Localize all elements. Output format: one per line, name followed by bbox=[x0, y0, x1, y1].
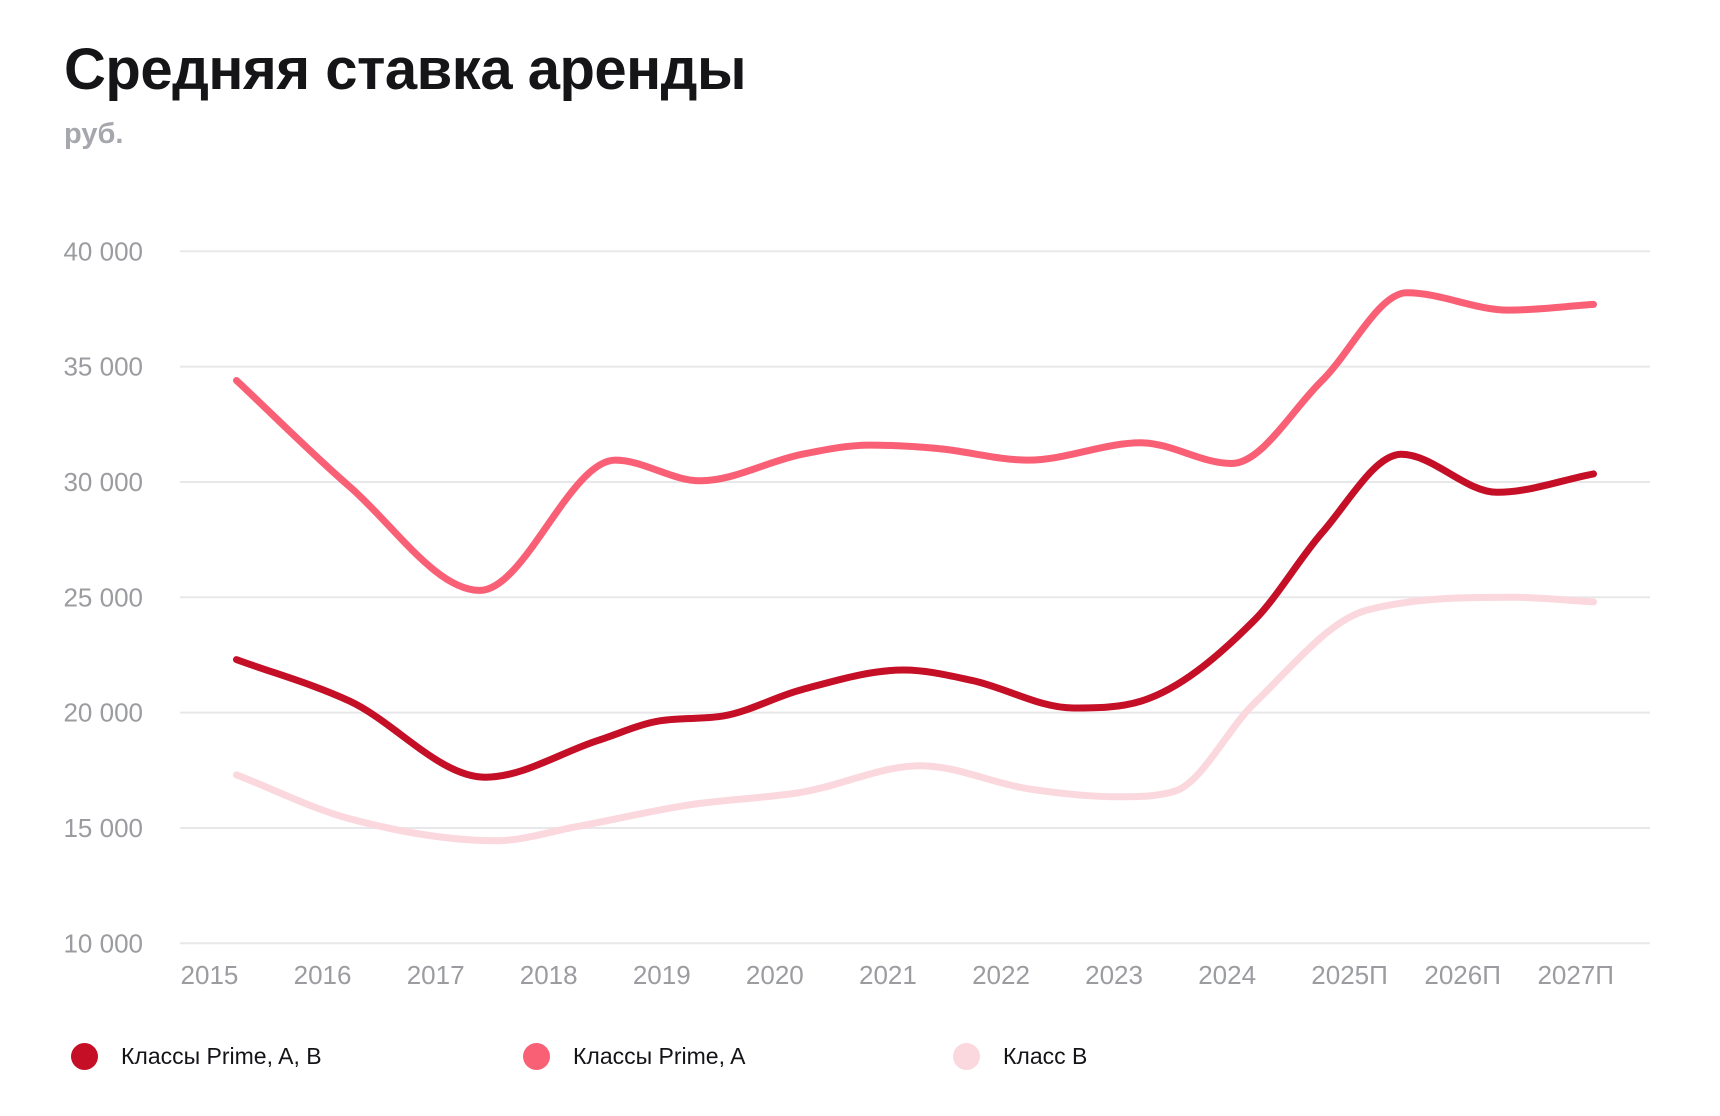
x-tick-label: 2023 bbox=[1085, 960, 1143, 990]
legend-label-prime-a-b: Классы Prime, A, B bbox=[121, 1042, 322, 1069]
legend-item-prime-a-b[interactable]: Классы Prime, A, B bbox=[71, 1040, 322, 1072]
chart-legend: Классы Prime, A, B Классы Prime, A Класс… bbox=[0, 1040, 1720, 1074]
y-tick-label: 20 000 bbox=[63, 698, 143, 728]
series-line-class-b bbox=[233, 593, 1597, 845]
rent-rate-line-chart: 40 000 35 000 30 000 25 000 20 000 15 000 10 0… bbox=[63, 236, 1650, 990]
y-tick-label: 35 000 bbox=[63, 352, 143, 382]
x-tick-label: 2022 bbox=[972, 960, 1030, 990]
y-tick-label: 25 000 bbox=[63, 582, 143, 612]
x-tick-label: 2020 bbox=[746, 960, 804, 990]
x-tick-label: 2026П bbox=[1424, 960, 1501, 990]
y-tick-label: 40 000 bbox=[63, 236, 143, 266]
legend-item-prime-a[interactable]: Классы Prime, A bbox=[523, 1040, 745, 1072]
y-axis-unit-label: руб. bbox=[64, 118, 124, 150]
legend-label-class-b: Класс B bbox=[1003, 1042, 1088, 1069]
y-tick-label: 15 000 bbox=[63, 813, 143, 843]
series-line-prime-a-b bbox=[233, 450, 1597, 781]
x-tick-label: 2017 bbox=[407, 960, 465, 990]
x-tick-label: 2021 bbox=[859, 960, 917, 990]
chart-title: Средняя ставка аренды bbox=[64, 37, 747, 102]
legend-label-prime-a: Классы Prime, A bbox=[573, 1042, 746, 1069]
y-tick-label: 10 000 bbox=[63, 928, 143, 958]
series-line-prime-a bbox=[233, 289, 1597, 594]
x-tick-label: 2018 bbox=[520, 960, 578, 990]
legend-dot-prime-a-b-icon bbox=[71, 1042, 98, 1070]
legend-item-class-b[interactable]: Класс B bbox=[953, 1040, 1087, 1072]
x-tick-label: 2015 bbox=[181, 960, 239, 990]
x-tick-label: 2019 bbox=[633, 960, 691, 990]
legend-dot-class-b-icon bbox=[953, 1042, 980, 1070]
x-tick-label: 2016 bbox=[294, 960, 352, 990]
x-tick-label: 2025П bbox=[1311, 960, 1388, 990]
x-tick-label: 2024 bbox=[1198, 960, 1256, 990]
legend-dot-prime-a-icon bbox=[523, 1042, 550, 1070]
x-tick-label: 2027П bbox=[1537, 960, 1614, 990]
y-tick-label: 30 000 bbox=[63, 467, 143, 497]
